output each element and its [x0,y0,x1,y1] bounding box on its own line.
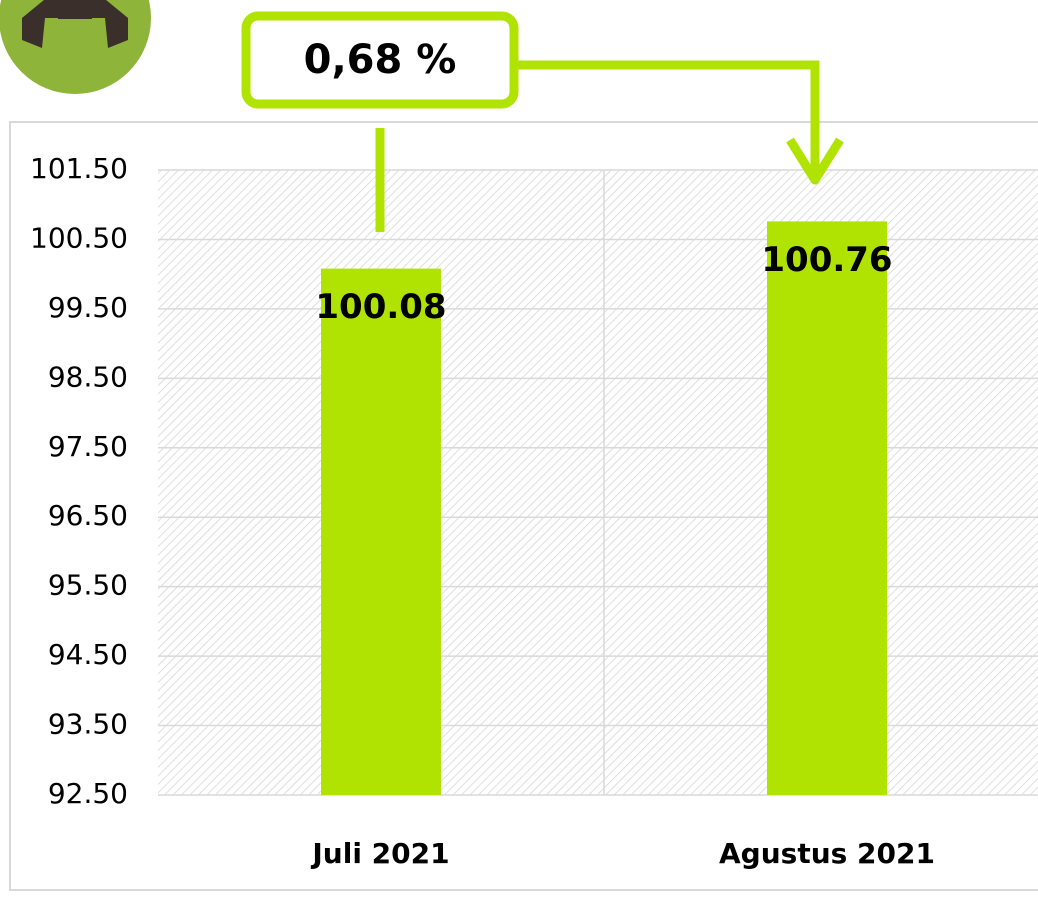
y-tick-label: 100.50 [30,221,128,254]
plot-area [158,170,1038,795]
data-label: 100.76 [761,240,892,280]
y-tick-label: 101.50 [30,152,128,185]
y-tick-label: 95.50 [48,569,128,602]
x-tick-label: Agustus 2021 [719,837,935,870]
annotation: 0,68 % [304,37,457,83]
y-tick-label: 94.50 [48,638,128,671]
y-tick-label: 98.50 [48,360,128,393]
x-tick-label: Juli 2021 [310,837,449,870]
bar [321,268,441,796]
y-tick-label: 92.50 [48,777,128,810]
y-tick-label: 96.50 [48,499,128,532]
logo-icon [0,0,151,94]
y-tick-label: 99.50 [48,291,128,324]
data-label: 100.08 [315,287,446,327]
annotation-connector [375,60,844,232]
annotation-box [241,11,519,109]
y-tick-label: 93.50 [48,708,128,741]
y-tick-label: 97.50 [48,430,128,463]
bar [767,221,887,795]
